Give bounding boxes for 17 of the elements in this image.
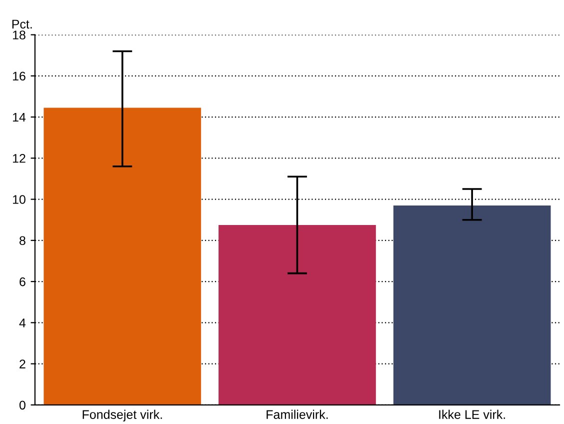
bar (393, 205, 551, 405)
y-tick-label: 4 (19, 318, 26, 328)
bar (218, 224, 376, 405)
y-tick-label: 10 (12, 195, 26, 204)
y-tick-label: 0 (19, 400, 26, 410)
y-axis-title: Pct. (12, 20, 32, 29)
y-tick-label: 14 (12, 112, 26, 122)
y-tick-label: 6 (20, 277, 26, 286)
y-tick-label: 18 (12, 30, 26, 40)
bar (44, 108, 202, 405)
y-tick-label: 12 (12, 154, 26, 163)
y-tick-label: 2 (20, 360, 26, 368)
x-tick-label: Fondsejet virk. (82, 410, 162, 422)
y-tick-label: 16 (12, 72, 26, 81)
x-tick-label: Familievirk. (266, 410, 328, 419)
x-tick-label: Ikke LE virk. (439, 410, 505, 419)
y-tick-label: 8 (20, 236, 26, 246)
